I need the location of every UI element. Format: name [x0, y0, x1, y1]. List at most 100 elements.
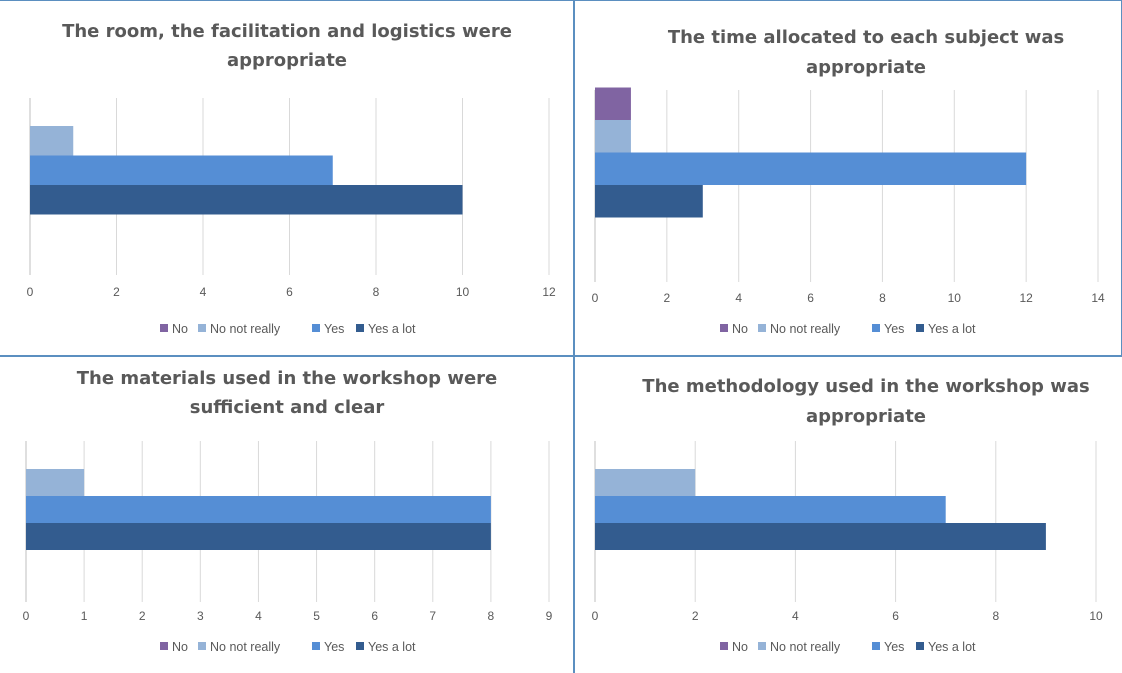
- x-tick-label: 6: [371, 609, 378, 623]
- legend-swatch: [160, 642, 168, 650]
- bar-yes: [595, 152, 1027, 185]
- x-tick-label: 10: [1089, 609, 1103, 623]
- panel-divider: [0, 355, 1122, 357]
- bar-yes-a-lot: [595, 185, 703, 218]
- x-tick-label: 7: [429, 609, 436, 623]
- legend-label: No: [732, 322, 748, 336]
- bar-yes-a-lot: [595, 523, 1046, 550]
- x-tick-label: 6: [286, 285, 293, 299]
- x-tick-label: 8: [488, 609, 495, 623]
- legend-label: Yes a lot: [928, 640, 976, 654]
- bar-chart-3: The materials used in the workshop were s…: [23, 368, 553, 654]
- legend-label: Yes: [884, 322, 904, 336]
- legend-label: Yes a lot: [368, 640, 416, 654]
- x-tick-label: 0: [27, 285, 34, 299]
- chart-legend: No No not really Yes Yes a lot: [720, 322, 976, 336]
- legend-label: No: [732, 640, 748, 654]
- x-tick-label: 4: [792, 609, 799, 623]
- legend-swatch: [312, 642, 320, 650]
- panel-divider: [0, 0, 1122, 2]
- x-tick-label: 3: [197, 609, 204, 623]
- legend-swatch: [720, 642, 728, 650]
- legend-swatch: [872, 324, 880, 332]
- x-tick-label: 4: [255, 609, 262, 623]
- bar-yes: [26, 496, 491, 523]
- chart-legend: No No not really Yes Yes a lot: [160, 322, 416, 336]
- legend-swatch: [356, 642, 364, 650]
- x-tick-label: 10: [456, 285, 470, 299]
- legend-swatch: [758, 642, 766, 650]
- chart-title-line-1: The materials used in the workshop were: [77, 368, 497, 389]
- legend-swatch: [160, 324, 168, 332]
- x-tick-label: 4: [200, 285, 207, 299]
- x-tick-label: 8: [992, 609, 999, 623]
- bar-no: [595, 87, 631, 120]
- bar-yes: [30, 155, 333, 185]
- legend-swatch: [720, 324, 728, 332]
- legend-label: Yes a lot: [928, 322, 976, 336]
- x-tick-label: 2: [139, 609, 146, 623]
- chart-legend: No No not really Yes Yes a lot: [160, 640, 416, 654]
- bar-no-not-really: [595, 120, 631, 153]
- legend-swatch: [312, 324, 320, 332]
- x-tick-label: 12: [542, 285, 556, 299]
- legend-label: No not really: [770, 322, 841, 336]
- x-tick-label: 9: [546, 609, 553, 623]
- bar-no-not-really: [595, 469, 696, 496]
- bar-no-not-really: [30, 126, 74, 156]
- chart-panel-3: The materials used in the workshop were s…: [0, 356, 574, 673]
- legend-label: No: [172, 322, 188, 336]
- x-tick-label: 2: [692, 609, 699, 623]
- legend-label: No not really: [210, 322, 281, 336]
- legend-label: No: [172, 640, 188, 654]
- bar-yes: [595, 496, 946, 523]
- x-tick-label: 12: [1019, 291, 1033, 305]
- chart-title-line-1: The time allocated to each subject was: [668, 27, 1064, 48]
- chart-title-line-2: appropriate: [806, 406, 926, 427]
- x-tick-label: 6: [892, 609, 899, 623]
- panel-divider: [573, 0, 575, 673]
- bar-chart-1: The room, the facilitation and logistics…: [27, 21, 556, 336]
- legend-swatch: [916, 642, 924, 650]
- x-tick-label: 4: [735, 291, 742, 305]
- x-tick-label: 0: [592, 291, 599, 305]
- legend-label: No not really: [770, 640, 841, 654]
- bar-chart-2: The time allocated to each subject was ap…: [592, 27, 1105, 336]
- legend-swatch: [916, 324, 924, 332]
- legend-swatch: [198, 642, 206, 650]
- x-tick-label: 10: [948, 291, 962, 305]
- legend-swatch: [198, 324, 206, 332]
- x-tick-label: 5: [313, 609, 320, 623]
- chart-title-line-2: appropriate: [227, 50, 347, 71]
- bar-no-not-really: [26, 469, 85, 496]
- x-tick-label: 8: [373, 285, 380, 299]
- legend-label: Yes: [324, 322, 344, 336]
- chart-title-line-1: The room, the facilitation and logistics…: [62, 21, 512, 42]
- chart-panel-4: The methodology used in the workshop was…: [574, 356, 1122, 673]
- legend-swatch: [872, 642, 880, 650]
- legend-label: No not really: [210, 640, 281, 654]
- x-tick-label: 1: [81, 609, 88, 623]
- bar-yes-a-lot: [26, 523, 491, 550]
- panel-divider: [1120, 0, 1122, 356]
- bar-chart-4: The methodology used in the workshop was…: [592, 376, 1103, 654]
- chart-panel-2: The time allocated to each subject was ap…: [574, 0, 1122, 356]
- x-tick-label: 2: [664, 291, 671, 305]
- legend-label: Yes: [884, 640, 904, 654]
- chart-title-line-2: sufficient and clear: [190, 397, 385, 418]
- chart-title-line-2: appropriate: [806, 57, 926, 78]
- chart-legend: No No not really Yes Yes a lot: [720, 640, 976, 654]
- bar-yes-a-lot: [30, 185, 463, 215]
- chart-title-line-1: The methodology used in the workshop was: [642, 376, 1089, 397]
- x-tick-label: 0: [592, 609, 599, 623]
- chart-panel-1: The room, the facilitation and logistics…: [0, 0, 574, 356]
- x-tick-label: 6: [807, 291, 814, 305]
- x-tick-label: 0: [23, 609, 30, 623]
- legend-label: Yes: [324, 640, 344, 654]
- legend-label: Yes a lot: [368, 322, 416, 336]
- x-tick-label: 14: [1091, 291, 1105, 305]
- x-tick-label: 2: [113, 285, 120, 299]
- x-tick-label: 8: [879, 291, 886, 305]
- legend-swatch: [356, 324, 364, 332]
